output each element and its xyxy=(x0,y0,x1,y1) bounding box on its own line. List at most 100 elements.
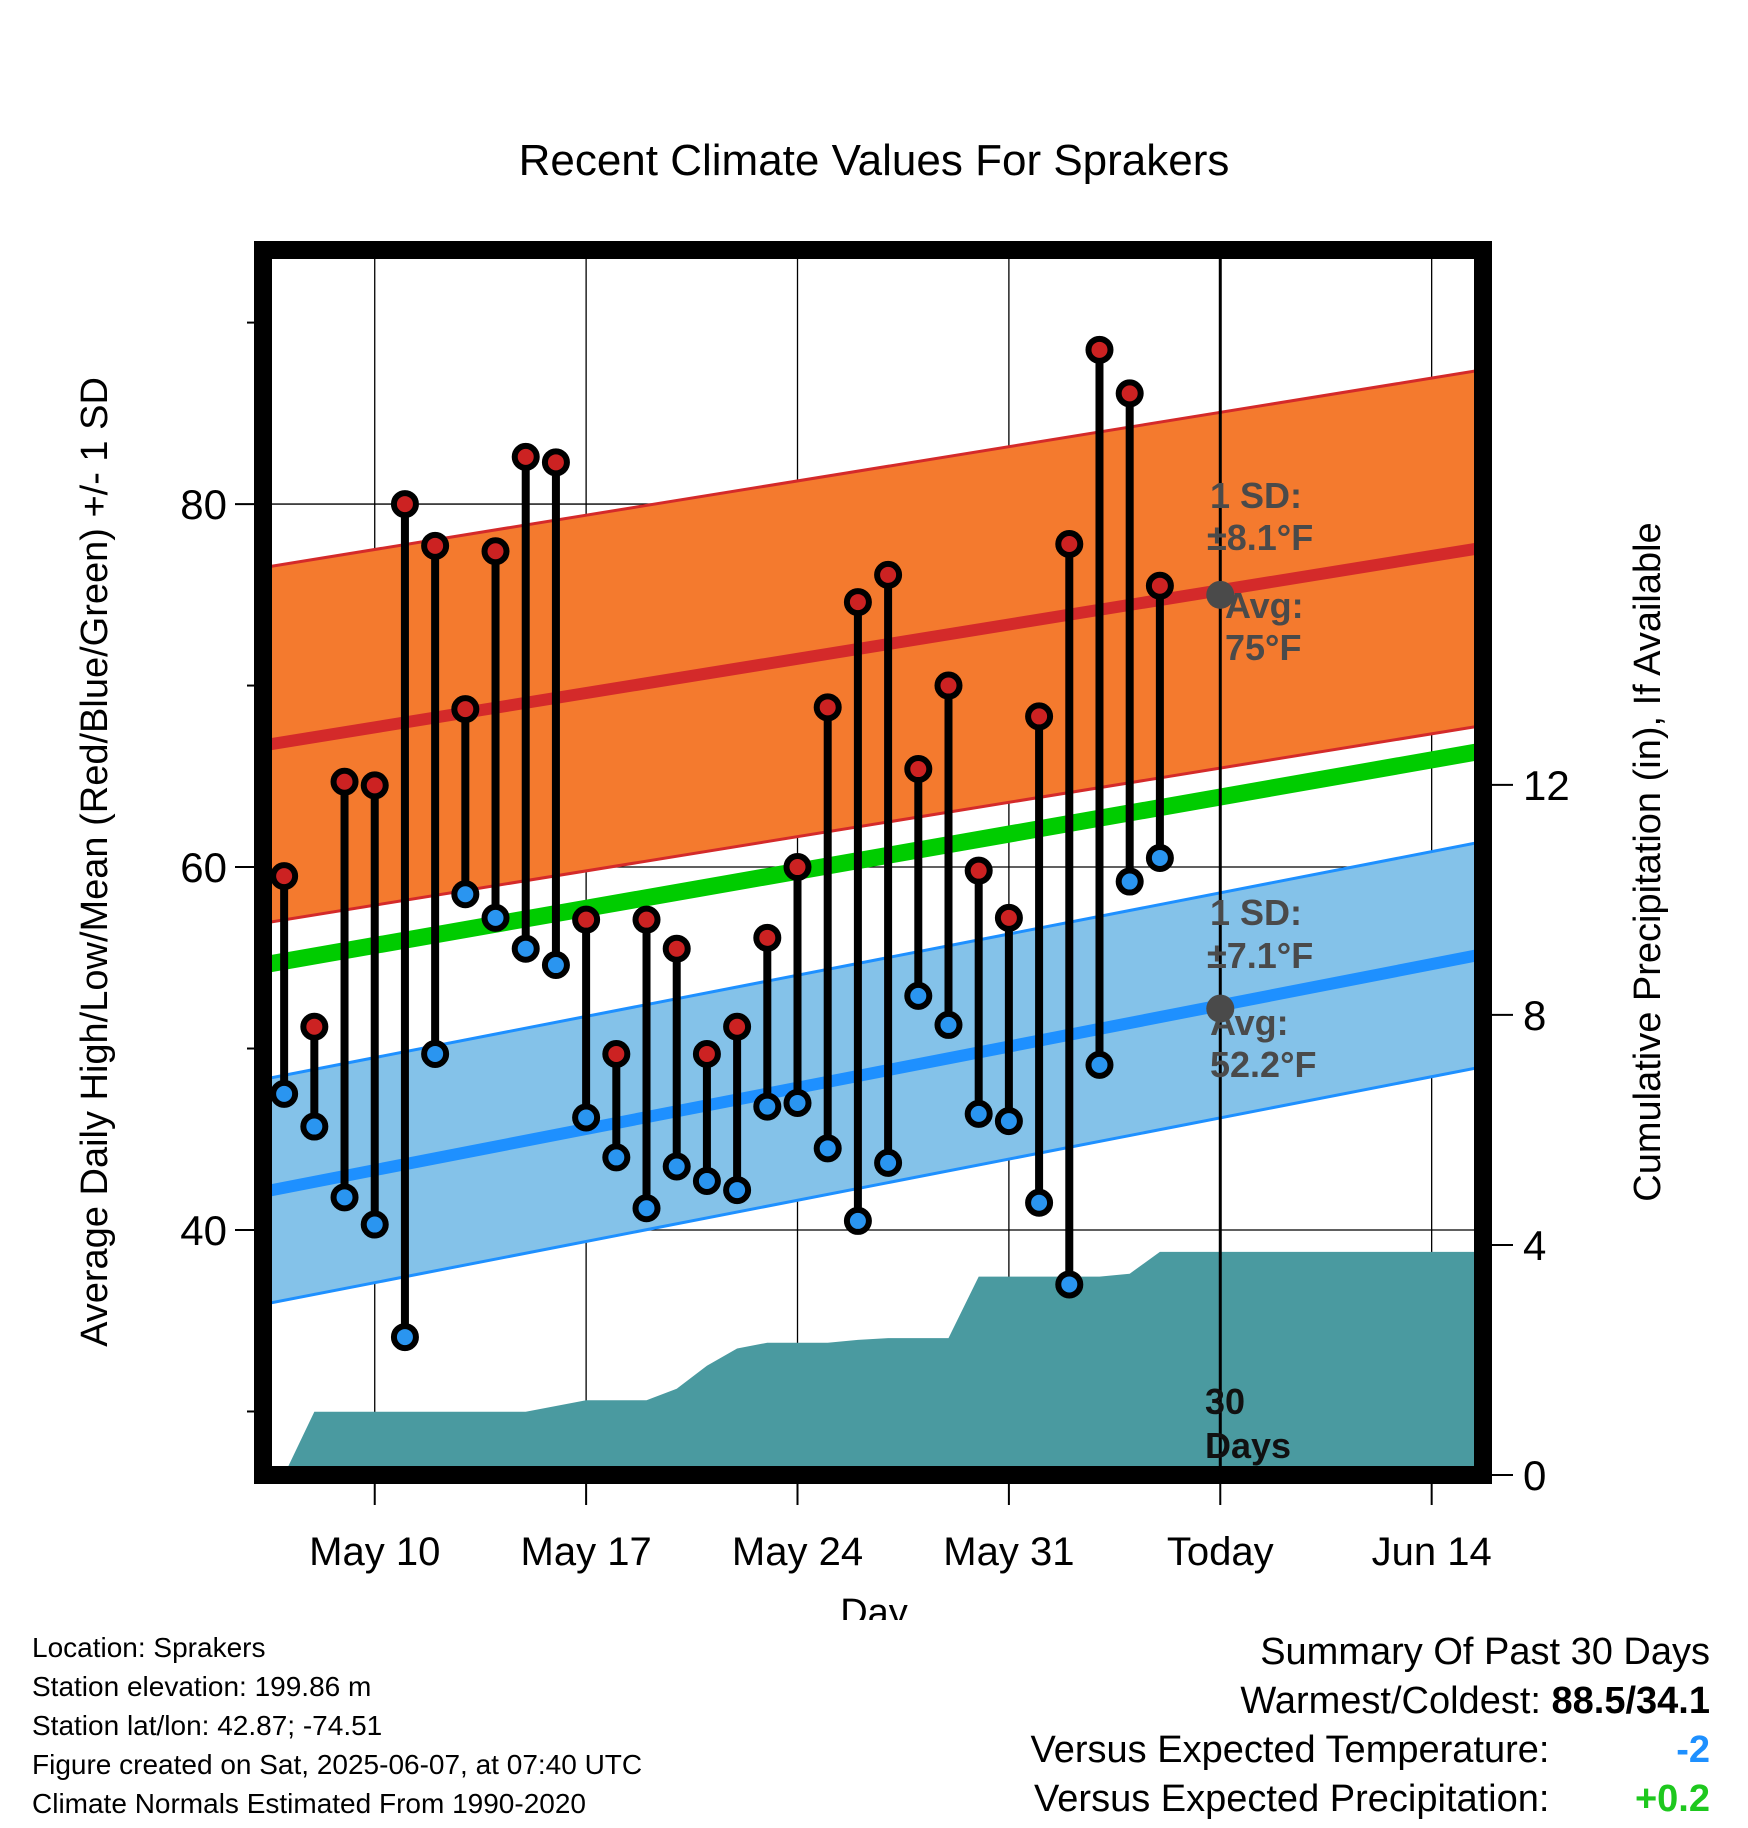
low-point-21 xyxy=(692,1167,721,1195)
low-point-33 xyxy=(1055,1270,1084,1299)
high-point-17 xyxy=(572,905,601,934)
high-point-35 xyxy=(1115,379,1144,408)
station-info: Location: Sprakers Station elevation: 19… xyxy=(32,1628,642,1823)
high-point-19 xyxy=(632,905,661,934)
high-sd-band-upper xyxy=(263,368,1483,570)
low-point-17 xyxy=(572,1103,601,1132)
low-point-7 xyxy=(270,1079,299,1108)
high-avg-annotation-line2: 75°F xyxy=(1225,627,1301,668)
low-point-15 xyxy=(511,934,540,963)
x-tick-label-0: May 10 xyxy=(309,1530,440,1574)
x-tick-label-5: Jun 14 xyxy=(1372,1530,1492,1574)
high-point-20 xyxy=(662,934,691,963)
high-point-18 xyxy=(602,1039,631,1068)
low-point-19 xyxy=(632,1194,661,1223)
normals-text: Climate Normals Estimated From 1990-2020 xyxy=(32,1788,586,1819)
high-sd-annotation-line2: ±8.1°F xyxy=(1207,517,1313,558)
y2-tick-label-4: 4 xyxy=(1523,1222,1546,1269)
low-point-24 xyxy=(783,1088,812,1117)
high-point-33 xyxy=(1055,530,1084,558)
high-point-29 xyxy=(934,671,963,700)
temp-label: Versus Expected Temperature: xyxy=(1030,1729,1550,1771)
elevation-text: Station elevation: 199.86 m xyxy=(32,1671,372,1702)
y-tick-label-60: 60 xyxy=(180,844,227,891)
high-point-28 xyxy=(904,755,933,784)
x-axis-label: Day xyxy=(840,1592,908,1620)
today-low-avg-marker xyxy=(1206,994,1235,1023)
high-point-8 xyxy=(300,1012,329,1041)
low-point-31 xyxy=(994,1107,1023,1136)
low-point-13 xyxy=(451,880,480,909)
low-point-10 xyxy=(360,1210,389,1239)
x-tick-label-4: Today xyxy=(1167,1530,1274,1574)
high-point-32 xyxy=(1025,702,1054,731)
high-point-9 xyxy=(330,767,359,796)
low-point-36 xyxy=(1145,843,1174,872)
high-point-12 xyxy=(421,531,450,560)
low-point-27 xyxy=(874,1148,903,1177)
warm-cold-value: 88.5/34.1 xyxy=(1551,1680,1710,1722)
low-point-22 xyxy=(723,1176,752,1205)
x-tick-label-3: May 31 xyxy=(943,1530,1074,1574)
high-point-27 xyxy=(874,560,903,589)
temp-value: -2 xyxy=(1676,1729,1710,1771)
latlon-text: Station lat/lon: 42.87; -74.51 xyxy=(32,1710,383,1741)
low-point-26 xyxy=(843,1206,872,1235)
today-high-avg-marker xyxy=(1206,580,1235,609)
high-point-11 xyxy=(390,490,419,519)
low-point-16 xyxy=(541,951,570,980)
high-point-16 xyxy=(541,448,570,477)
x-tick-label-1: May 17 xyxy=(521,1530,652,1574)
warm-cold-row: Warmest/Coldest: 88.5/34.1 xyxy=(1031,1677,1710,1726)
low-point-34 xyxy=(1085,1050,1114,1079)
low-sd-band-upper xyxy=(263,840,1483,1081)
high-point-15 xyxy=(511,442,540,471)
low-point-18 xyxy=(602,1143,631,1172)
days-annotation-line1: 30 xyxy=(1205,1381,1245,1422)
y2-tick-label-8: 8 xyxy=(1523,992,1546,1039)
low-point-35 xyxy=(1115,867,1144,896)
high-point-13 xyxy=(451,695,480,724)
high-point-23 xyxy=(753,923,782,952)
low-sd-band-lower xyxy=(263,1065,1483,1306)
precip-row: Versus Expected Precipitation: +0.2 xyxy=(1031,1775,1710,1824)
high-point-21 xyxy=(692,1039,721,1068)
location-text: Location: Sprakers xyxy=(32,1632,266,1663)
high-point-22 xyxy=(723,1012,752,1041)
low-point-30 xyxy=(964,1099,993,1128)
chart-title: Recent Climate Values For Sprakers xyxy=(519,136,1230,185)
mean-line xyxy=(263,742,1483,974)
low-sd-annotation-line1: 1 SD: xyxy=(1210,892,1302,933)
high-point-24 xyxy=(783,853,812,882)
y-axis-label: Average Daily High/Low/Mean (Red/Blue/Gr… xyxy=(74,377,116,1347)
chart-axes: 40 60 80 0 4 8 12 May 10 May 17 May 24 May 31 Today… xyxy=(180,241,1570,1574)
high-point-25 xyxy=(813,693,842,722)
high-sd-annotation-line1: 1 SD: xyxy=(1210,475,1302,516)
low-point-9 xyxy=(330,1183,359,1212)
y2-tick-label-0: 0 xyxy=(1523,1452,1546,1499)
high-avg-annotation-line1: Avg: xyxy=(1225,585,1304,626)
high-point-14 xyxy=(481,537,510,566)
days-annotation-line2: Days xyxy=(1205,1425,1291,1466)
y2-axis-label: Cumulative Precipitation (in), If Availa… xyxy=(1627,522,1669,1201)
low-point-25 xyxy=(813,1134,842,1163)
high-point-26 xyxy=(843,588,872,617)
precip-area xyxy=(284,1251,1483,1475)
plot-frame xyxy=(254,241,1492,1484)
low-point-12 xyxy=(421,1039,450,1068)
low-avg-annotation-line2: 52.2°F xyxy=(1210,1044,1316,1085)
precip-label: Versus Expected Precipitation: xyxy=(1034,1778,1550,1820)
x-tick-label-2: May 24 xyxy=(732,1530,863,1574)
low-point-14 xyxy=(481,903,510,932)
low-point-32 xyxy=(1025,1188,1054,1217)
low-point-23 xyxy=(753,1092,782,1121)
low-point-20 xyxy=(662,1152,691,1181)
low-avg-annotation-line1: Avg: xyxy=(1210,1002,1289,1043)
high-point-36 xyxy=(1145,571,1174,600)
climate-chart: Recent Climate Values For Sprakers 1 SD:… xyxy=(74,136,1669,1620)
summary-panel: Summary Of Past 30 Days Warmest/Coldest:… xyxy=(1031,1628,1710,1824)
high-point-31 xyxy=(994,903,1023,932)
y-tick-label-80: 80 xyxy=(180,481,227,528)
low-point-11 xyxy=(390,1323,419,1352)
